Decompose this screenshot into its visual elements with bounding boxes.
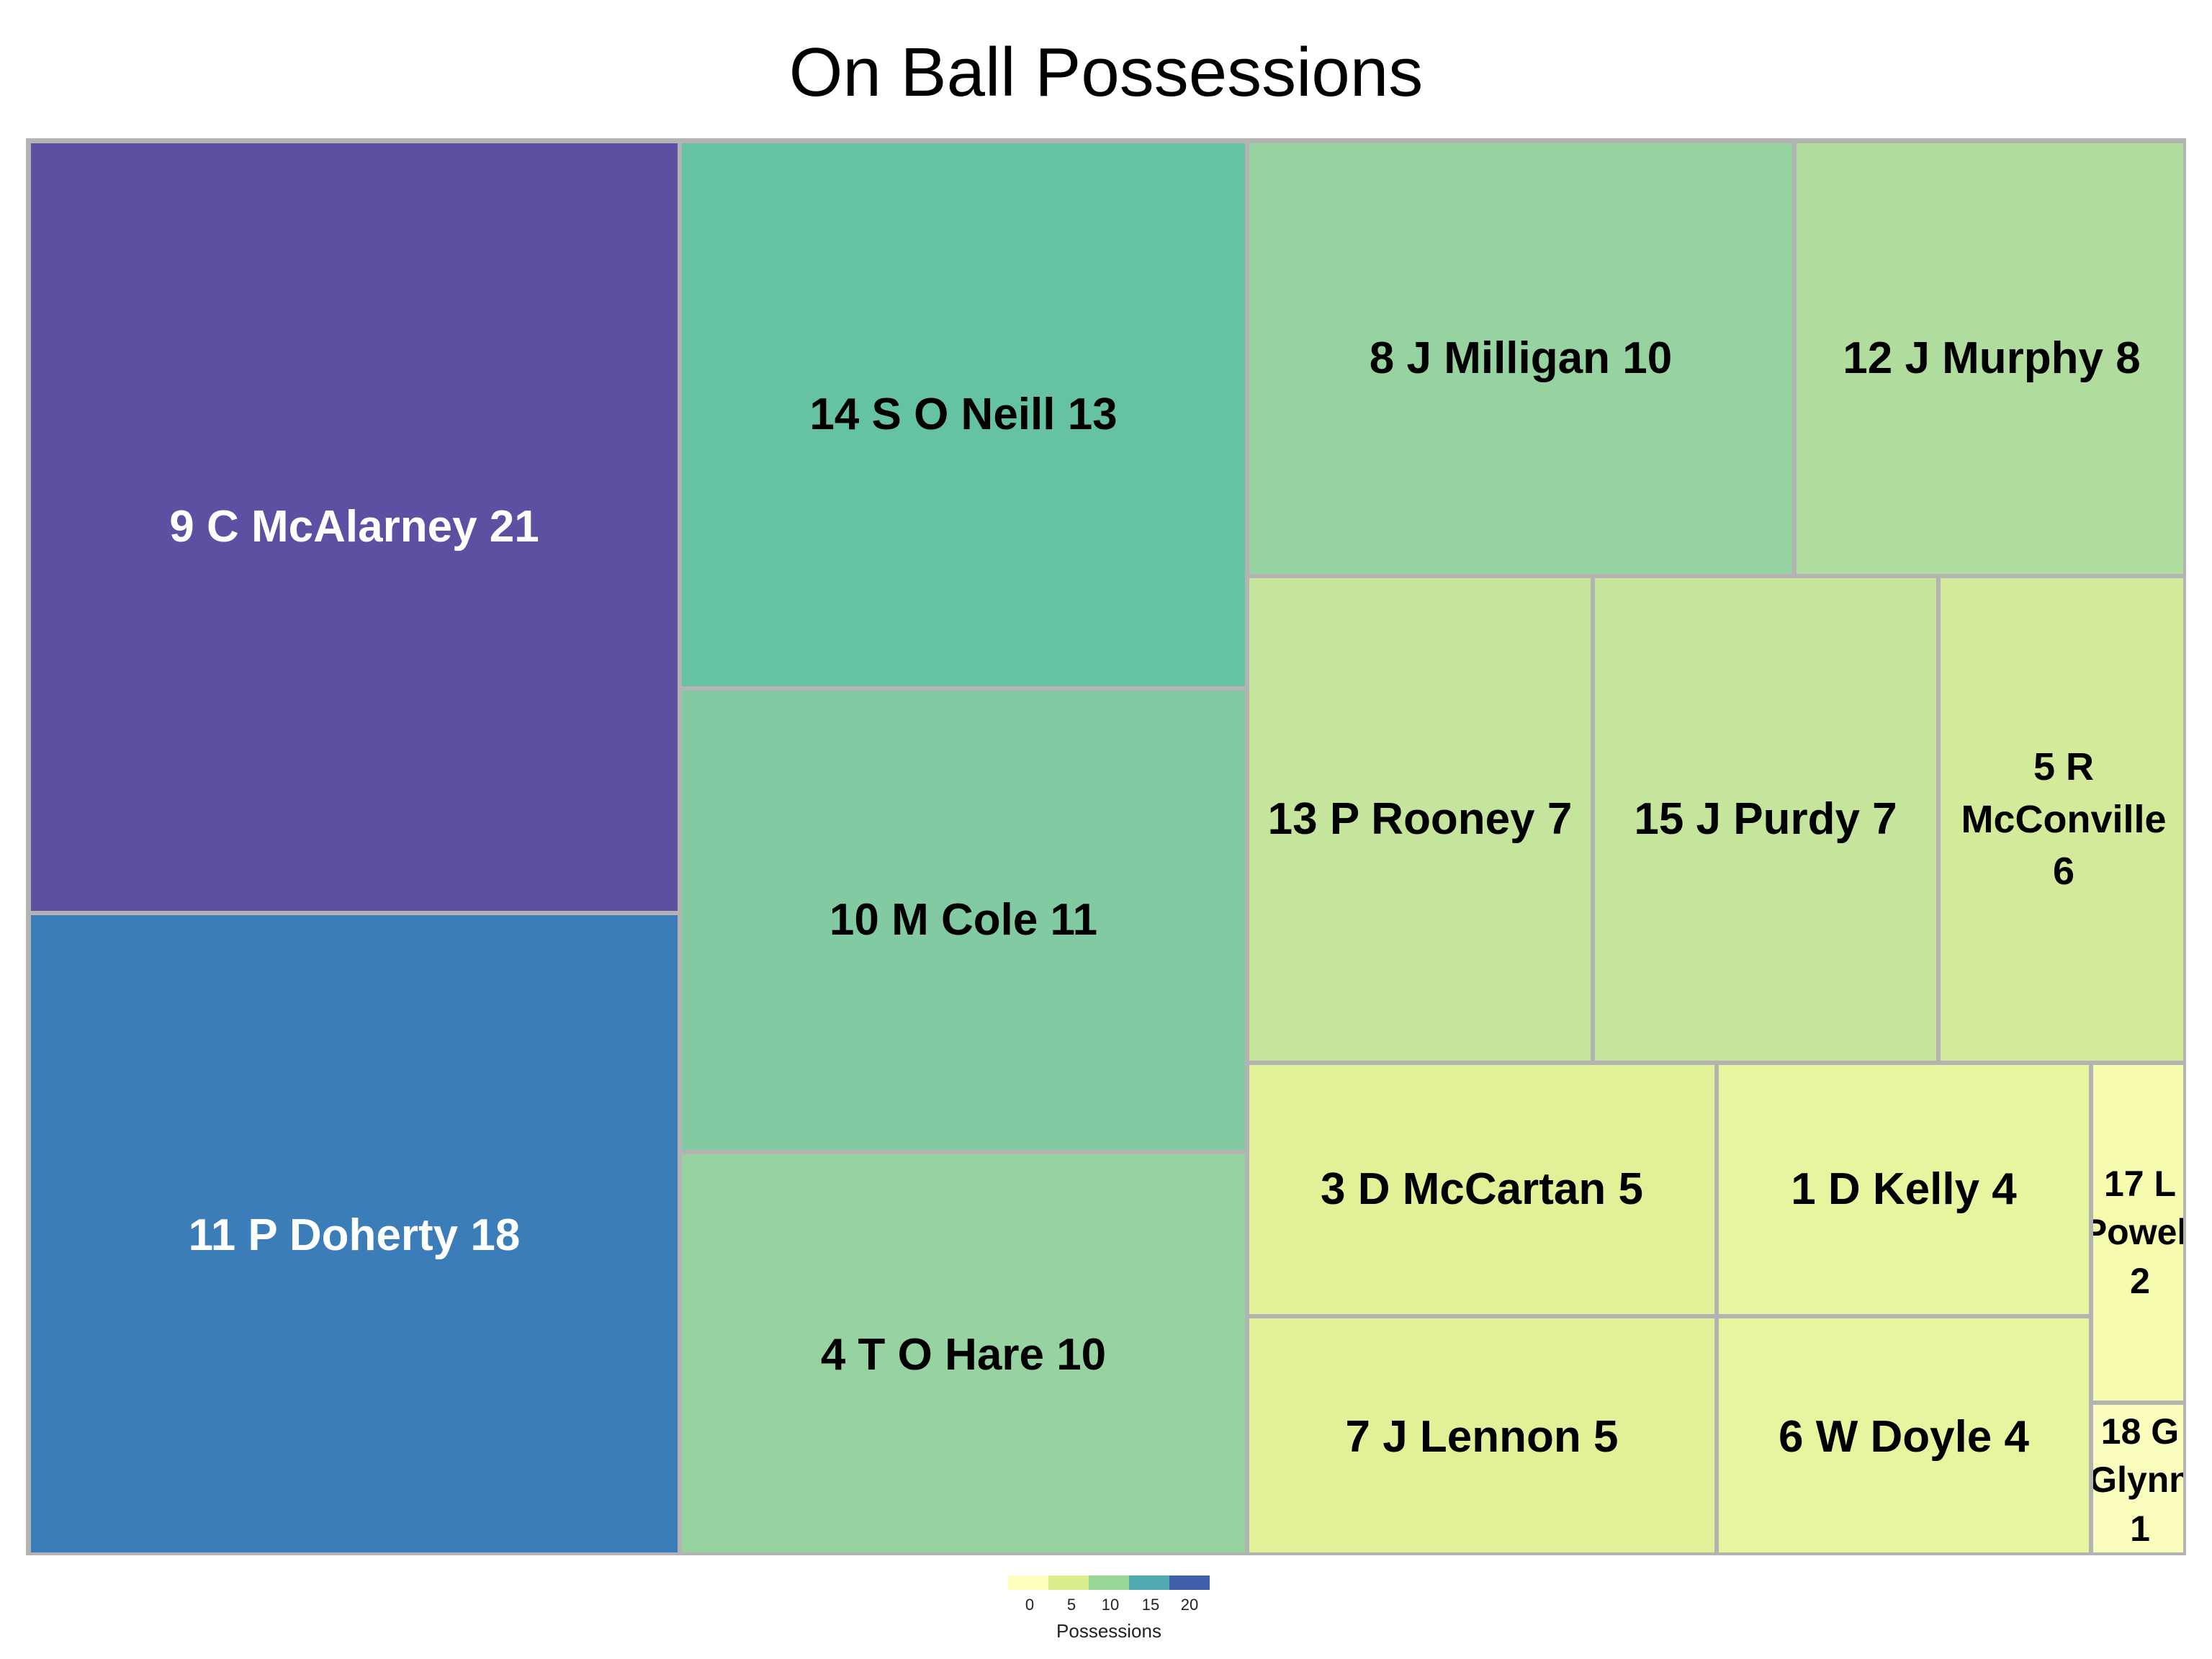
treemap-tile: 14 S O Neill 13 [680,141,1247,688]
treemap-tile: 12 J Murphy 8 [1794,141,2183,576]
tile-label: 10 M Cole 11 [829,895,1098,945]
legend-tick-label: 15 [1141,1596,1160,1614]
tile-label: 1 D Kelly 4 [1791,1164,2017,1215]
legend-swatch [1169,1575,1210,1590]
treemap-tile: 9 C McAlarney 21 [29,141,680,913]
legend-title: Possessions [1056,1620,1161,1642]
treemap-tile: 3 D McCartan 5 [1247,1063,1717,1316]
tile-label: 13 P Rooney 7 [1267,794,1573,845]
tile-label: 6 W Doyle 4 [1779,1412,2029,1462]
legend-swatch [1008,1575,1048,1590]
tile-label: 17 L Powell 2 [2093,1163,2186,1301]
treemap-tile: 10 M Cole 11 [680,688,1247,1152]
tile-label: 14 S O Neill 13 [809,390,1118,440]
treemap: 9 C McAlarney 21 11 P Doherty 18 14 S O Ne… [26,138,2186,1555]
legend-swatch [1089,1575,1129,1590]
legend-swatch [1129,1575,1169,1590]
tile-label: 11 P Doherty 18 [188,1210,521,1261]
treemap-tile: 17 L Powell 2 [2091,1063,2186,1403]
treemap-tile: 5 R McConville 6 [1938,576,2183,1063]
treemap-tile: 7 J Lennon 5 [1247,1316,1717,1552]
treemap-tile: 15 J Purdy 7 [1593,576,1938,1063]
legend-tick-label: 20 [1180,1596,1199,1614]
legend-swatch [1048,1575,1089,1590]
treemap-tile: 13 P Rooney 7 [1247,576,1593,1063]
treemap-tile: 1 D Kelly 4 [1717,1063,2091,1316]
treemap-tile: 11 P Doherty 18 [29,913,680,1552]
legend-tick-label: 10 [1101,1596,1120,1614]
tile-label: 12 J Murphy 8 [1843,333,2141,384]
legend-color-bar [1008,1575,1210,1590]
tile-label: 4 T O Hare 10 [820,1330,1107,1380]
treemap-tile: 8 J Milligan 10 [1247,141,1794,576]
treemap-tile: 18 G Glynn 1 [2091,1403,2186,1552]
tile-label: 8 J Milligan 10 [1369,333,1673,384]
legend-tick-label: 0 [1025,1596,1035,1614]
color-legend: 0 5 10 15 20 Possessions [1008,1575,1210,1659]
tile-label: 7 J Lennon 5 [1345,1412,1619,1462]
tile-label: 15 J Purdy 7 [1634,794,1897,845]
tile-label: 18 G Glynn 1 [2091,1411,2186,1549]
tile-label: 3 D McCartan 5 [1321,1164,1643,1215]
treemap-tile: 6 W Doyle 4 [1717,1316,2091,1552]
legend-tick-label: 5 [1066,1596,1076,1614]
chart-title: On Ball Possessions [788,34,1424,111]
tile-label: 9 C McAlarney 21 [169,502,539,552]
tile-label: 5 R McConville 6 [1961,745,2167,894]
treemap-tile: 4 T O Hare 10 [680,1152,1247,1552]
